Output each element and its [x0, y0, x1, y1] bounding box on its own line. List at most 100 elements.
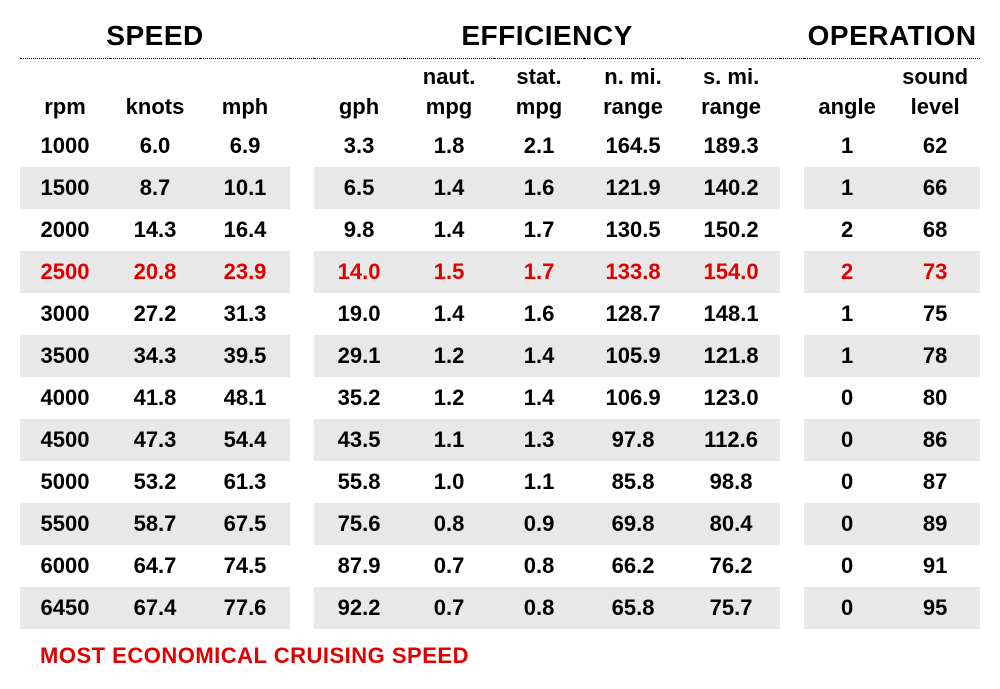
col-header-smpg-line1: stat. [494, 59, 584, 90]
cell-angle: 1 [804, 293, 890, 335]
cell-mph: 67.5 [200, 503, 290, 545]
gap [290, 545, 314, 587]
gap [290, 251, 314, 293]
cell-nrange: 133.8 [584, 251, 682, 293]
table-row: 250020.823.914.01.51.7133.8154.0273 [20, 251, 980, 293]
cell-angle: 0 [804, 587, 890, 629]
cell-gph: 9.8 [314, 209, 404, 251]
gap [780, 125, 804, 167]
cell-srange: 148.1 [682, 293, 780, 335]
cell-knots: 64.7 [110, 545, 200, 587]
sub-header-row-2: rpmknotsmphgphmpgmpgrangerangeanglelevel [20, 89, 980, 125]
cell-sound: 87 [890, 461, 980, 503]
cell-nrange: 164.5 [584, 125, 682, 167]
col-header-rpm-line2: rpm [20, 89, 110, 125]
cell-smpg: 1.4 [494, 377, 584, 419]
table-body: 10006.06.93.31.82.1164.5189.316215008.71… [20, 125, 980, 629]
gap [780, 335, 804, 377]
cell-rpm: 1500 [20, 167, 110, 209]
cell-rpm: 3000 [20, 293, 110, 335]
cell-nrange: 121.9 [584, 167, 682, 209]
cell-sound: 73 [890, 251, 980, 293]
cell-gph: 92.2 [314, 587, 404, 629]
cell-srange: 189.3 [682, 125, 780, 167]
gap [780, 293, 804, 335]
gap [290, 293, 314, 335]
cell-srange: 140.2 [682, 167, 780, 209]
cell-srange: 80.4 [682, 503, 780, 545]
cell-knots: 27.2 [110, 293, 200, 335]
cell-gph: 43.5 [314, 419, 404, 461]
col-header-nrange-line2: range [584, 89, 682, 125]
cell-knots: 67.4 [110, 587, 200, 629]
cell-knots: 41.8 [110, 377, 200, 419]
cell-mph: 77.6 [200, 587, 290, 629]
cell-knots: 53.2 [110, 461, 200, 503]
cell-nrange: 128.7 [584, 293, 682, 335]
table-row: 10006.06.93.31.82.1164.5189.3162 [20, 125, 980, 167]
cell-nmpg: 1.0 [404, 461, 494, 503]
col-header-knots-line1 [110, 59, 200, 90]
cell-mph: 39.5 [200, 335, 290, 377]
cell-sound: 89 [890, 503, 980, 545]
col-header-sound-line1: sound [890, 59, 980, 90]
cell-knots: 8.7 [110, 167, 200, 209]
footer-note: MOST ECONOMICAL CRUISING SPEED [20, 643, 980, 669]
group-speed: SPEED [20, 20, 290, 59]
cell-nmpg: 1.4 [404, 293, 494, 335]
cell-nmpg: 1.4 [404, 167, 494, 209]
col-header-angle-line1 [804, 59, 890, 90]
cell-angle: 2 [804, 251, 890, 293]
gap [290, 335, 314, 377]
cell-gph: 55.8 [314, 461, 404, 503]
cell-knots: 58.7 [110, 503, 200, 545]
cell-rpm: 5000 [20, 461, 110, 503]
cell-mph: 10.1 [200, 167, 290, 209]
cell-gph: 29.1 [314, 335, 404, 377]
gap [290, 59, 314, 90]
cell-srange: 112.6 [682, 419, 780, 461]
cell-sound: 95 [890, 587, 980, 629]
cell-smpg: 0.8 [494, 545, 584, 587]
cell-smpg: 1.1 [494, 461, 584, 503]
cell-nrange: 66.2 [584, 545, 682, 587]
cell-rpm: 4000 [20, 377, 110, 419]
group-gap [290, 20, 314, 59]
cell-srange: 123.0 [682, 377, 780, 419]
cell-knots: 14.3 [110, 209, 200, 251]
group-gap [780, 20, 804, 59]
col-header-sound-line2: level [890, 89, 980, 125]
cell-nrange: 65.8 [584, 587, 682, 629]
cell-smpg: 0.8 [494, 587, 584, 629]
gap [780, 419, 804, 461]
cell-smpg: 1.7 [494, 251, 584, 293]
gap [780, 209, 804, 251]
cell-mph: 74.5 [200, 545, 290, 587]
cell-gph: 6.5 [314, 167, 404, 209]
cell-sound: 91 [890, 545, 980, 587]
col-header-nrange-line1: n. mi. [584, 59, 682, 90]
col-header-gph-line2: gph [314, 89, 404, 125]
cell-sound: 80 [890, 377, 980, 419]
cell-mph: 23.9 [200, 251, 290, 293]
cell-srange: 76.2 [682, 545, 780, 587]
cell-srange: 75.7 [682, 587, 780, 629]
table-row: 550058.767.575.60.80.969.880.4089 [20, 503, 980, 545]
cell-rpm: 2000 [20, 209, 110, 251]
cell-nmpg: 0.7 [404, 545, 494, 587]
group-efficiency: EFFICIENCY [314, 20, 780, 59]
cell-sound: 62 [890, 125, 980, 167]
table-row: 15008.710.16.51.41.6121.9140.2166 [20, 167, 980, 209]
cell-angle: 1 [804, 167, 890, 209]
cell-gph: 3.3 [314, 125, 404, 167]
cell-nmpg: 1.4 [404, 209, 494, 251]
cell-sound: 78 [890, 335, 980, 377]
cell-angle: 0 [804, 377, 890, 419]
cell-smpg: 0.9 [494, 503, 584, 545]
cell-nrange: 97.8 [584, 419, 682, 461]
cell-mph: 48.1 [200, 377, 290, 419]
gap [290, 209, 314, 251]
table-row: 300027.231.319.01.41.6128.7148.1175 [20, 293, 980, 335]
cell-sound: 68 [890, 209, 980, 251]
gap [780, 59, 804, 90]
